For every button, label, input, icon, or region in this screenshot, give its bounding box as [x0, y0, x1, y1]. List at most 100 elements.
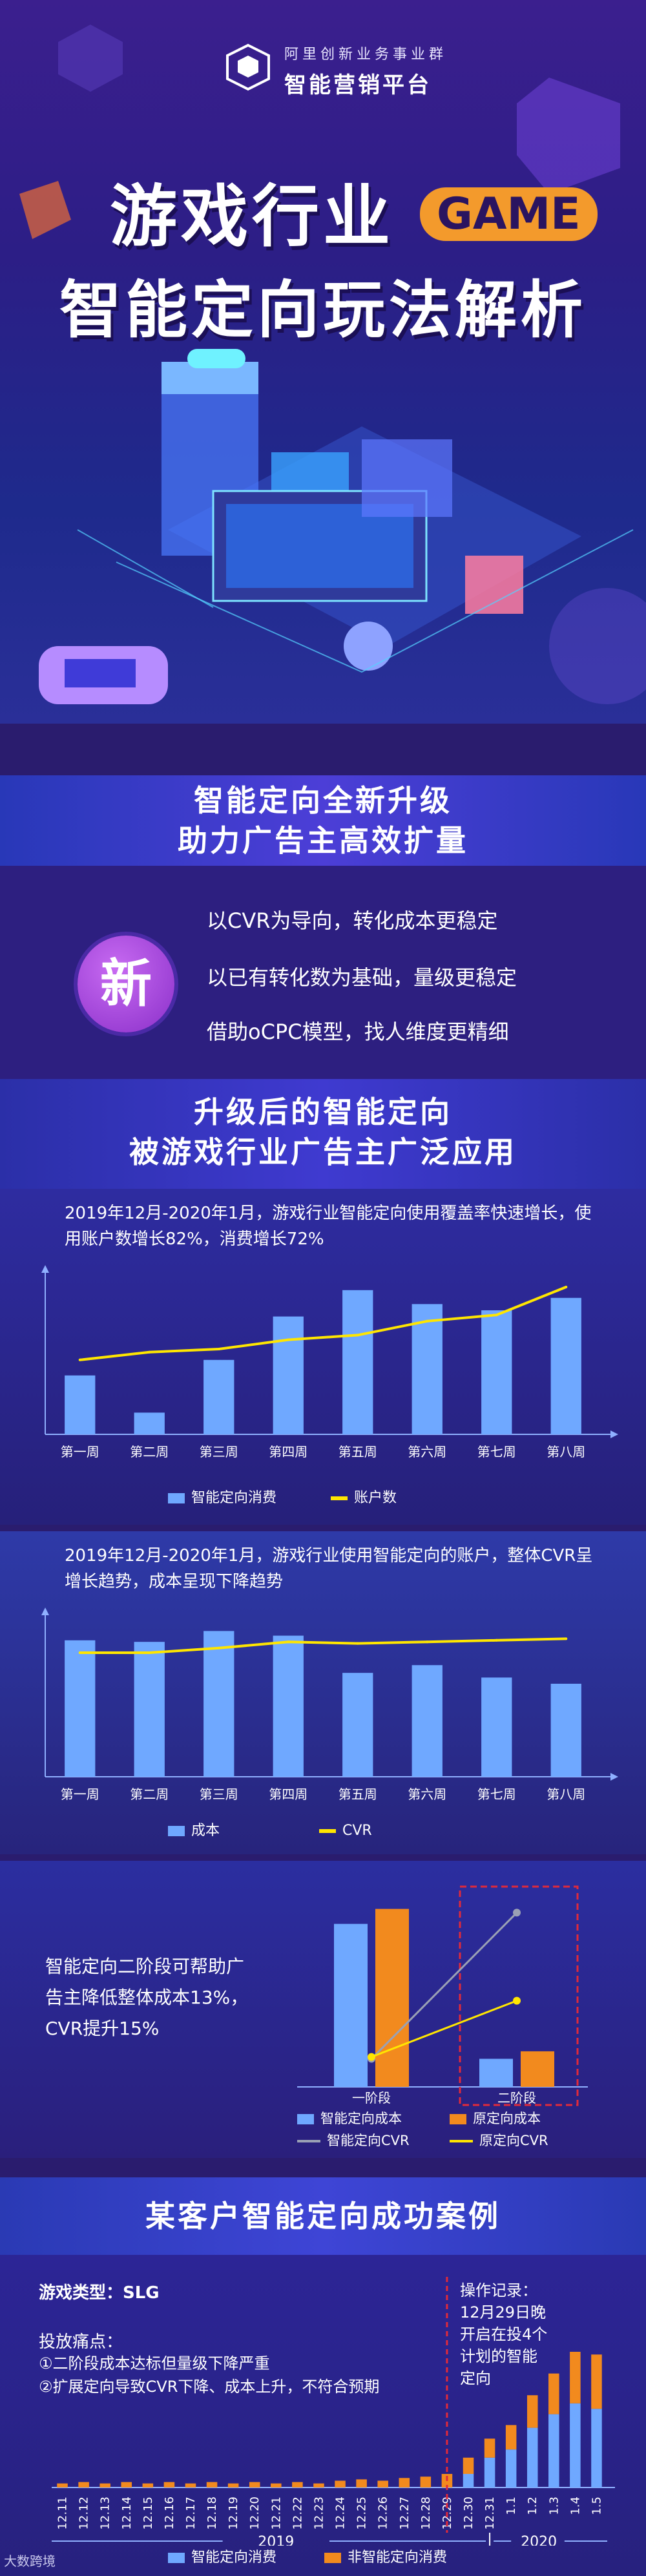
op-log-line: 12月29日晚 — [460, 2303, 547, 2321]
x-tick-label: 第四周 — [269, 1444, 307, 1460]
legend-label: 智能定向消费 — [191, 1490, 277, 1506]
section1-title-line1: 智能定向全新升级 — [194, 783, 452, 818]
x-tick-label: 12.23 — [312, 2497, 326, 2530]
game-badge: GAME — [420, 187, 598, 241]
bar — [65, 1640, 96, 1777]
y-axis-arrow — [41, 1607, 49, 1615]
section2-title-line1: 升级后的智能定向 — [194, 1094, 452, 1129]
bar — [134, 1412, 165, 1434]
section3-header: 某客户智能定向成功案例 — [0, 2177, 646, 2255]
bar — [521, 2051, 554, 2087]
bar — [206, 2482, 218, 2487]
hero-decor — [19, 25, 646, 704]
bar — [481, 1310, 512, 1434]
bar — [548, 2373, 559, 2414]
bar — [292, 2482, 303, 2487]
line-point — [148, 1350, 151, 1354]
hex-shape — [58, 25, 123, 92]
bar — [65, 1375, 96, 1434]
bar — [399, 2478, 410, 2487]
x-tick-label: 12.13 — [99, 2497, 112, 2530]
x-tick-label: 一阶段 — [352, 2090, 391, 2106]
pain-1: ①二阶段成本达标但量级下降严重 — [39, 2354, 270, 2372]
bar — [249, 2482, 260, 2487]
bar — [342, 1290, 373, 1434]
bar — [313, 2483, 324, 2487]
legend-swatch — [450, 2114, 466, 2124]
x-tick-label: 1.1 — [505, 2497, 518, 2515]
bar — [203, 1359, 234, 1434]
bar — [99, 2483, 110, 2487]
bar — [570, 2403, 581, 2487]
deco-circle — [549, 588, 646, 704]
bar — [550, 1684, 581, 1777]
platform-name: 智能营销平台 — [284, 72, 432, 98]
chart2: 第一周 第二周 第三周 第四周 第五周 第六周 第七周 第八周 — [41, 1607, 618, 1802]
legend-label: CVR — [342, 1823, 372, 1839]
x-tick-label: 1.5 — [590, 2497, 603, 2515]
legend-swatch — [319, 1829, 337, 1833]
bar — [591, 2409, 602, 2487]
bar — [78, 2482, 89, 2487]
x-tick-label: 12.24 — [334, 2497, 348, 2530]
bar — [271, 2483, 282, 2487]
line-point — [217, 1646, 220, 1649]
chart1-legend: 智能定向消费 账户数 — [168, 1486, 397, 1507]
line-point — [356, 1334, 359, 1337]
legend-label: 非智能定向消费 — [348, 2550, 448, 2566]
org-line: 阿里创新业务事业群 — [284, 47, 448, 63]
bar — [227, 2483, 239, 2487]
chart3-description: 智能定向二阶段可帮助广告主降低整体成本13%，CVR提升15% — [45, 1956, 249, 2039]
line-point — [426, 1640, 429, 1644]
x-tick-label: 第八周 — [547, 1444, 585, 1460]
chart2-legend: 成本 CVR — [168, 1819, 372, 1839]
x-tick-label: 12.25 — [355, 2497, 369, 2530]
bar — [121, 2482, 132, 2487]
bar — [484, 2457, 495, 2487]
x-tick-label: 第一周 — [61, 1786, 99, 1802]
year-label: 2019 — [258, 2534, 294, 2546]
series-line — [79, 1286, 567, 1361]
x-tick-label: 12.15 — [141, 2497, 155, 2530]
legend-swatch — [450, 2140, 473, 2142]
line-point — [513, 1996, 521, 2005]
x-tick-label: 第二周 — [130, 1786, 169, 1802]
x-tick-label: 第二周 — [130, 1444, 169, 1460]
watermark: 大数跨境 — [4, 2553, 56, 2569]
highlight-box — [459, 1885, 579, 2106]
bar — [134, 1642, 165, 1777]
bar — [335, 2480, 346, 2487]
line-point — [148, 1651, 151, 1654]
line-point — [356, 1642, 359, 1645]
section3-body — [0, 2255, 646, 2576]
cube-shape — [517, 78, 620, 194]
legend-swatch — [324, 2553, 342, 2563]
legend-label: 原定向成本 — [473, 2111, 541, 2126]
operation-log: 操作记录： 12月29日晚 开启在投4个 计划的智能 定向 — [460, 2279, 547, 2389]
chart1: 第一周 第二周 第三周 第四周 第五周 第六周 第七周 第八周 — [41, 1265, 618, 1460]
legend-label: 智能定向CVR — [327, 2133, 410, 2148]
x-axis-arrow — [610, 1430, 618, 1438]
bar — [334, 1923, 368, 2087]
game-type: 游戏类型：SLG — [39, 2283, 160, 2303]
series-line — [370, 1912, 518, 2060]
x-tick-label: 12.27 — [398, 2497, 412, 2530]
title-line1: 游戏行业 — [110, 177, 395, 256]
x-tick-label: 第一周 — [61, 1444, 99, 1460]
line-point — [565, 1637, 568, 1640]
line-point — [217, 1348, 220, 1350]
new-badge: 新 — [78, 936, 174, 1032]
bar — [203, 1631, 234, 1777]
x-tick-label: 12.31 — [483, 2497, 497, 2530]
bar — [484, 2438, 495, 2458]
bar — [375, 1909, 409, 2087]
platform-logo — [226, 43, 270, 91]
bar — [570, 2352, 581, 2403]
legend-swatch — [297, 2140, 320, 2142]
x-tick-label: 12.21 — [269, 2497, 283, 2530]
x-tick-label: 第七周 — [477, 1444, 516, 1460]
bar — [412, 1665, 443, 1777]
bar — [526, 2427, 538, 2487]
x-tick-label: 12.12 — [78, 2497, 91, 2530]
legend-label: 智能定向成本 — [320, 2111, 402, 2126]
